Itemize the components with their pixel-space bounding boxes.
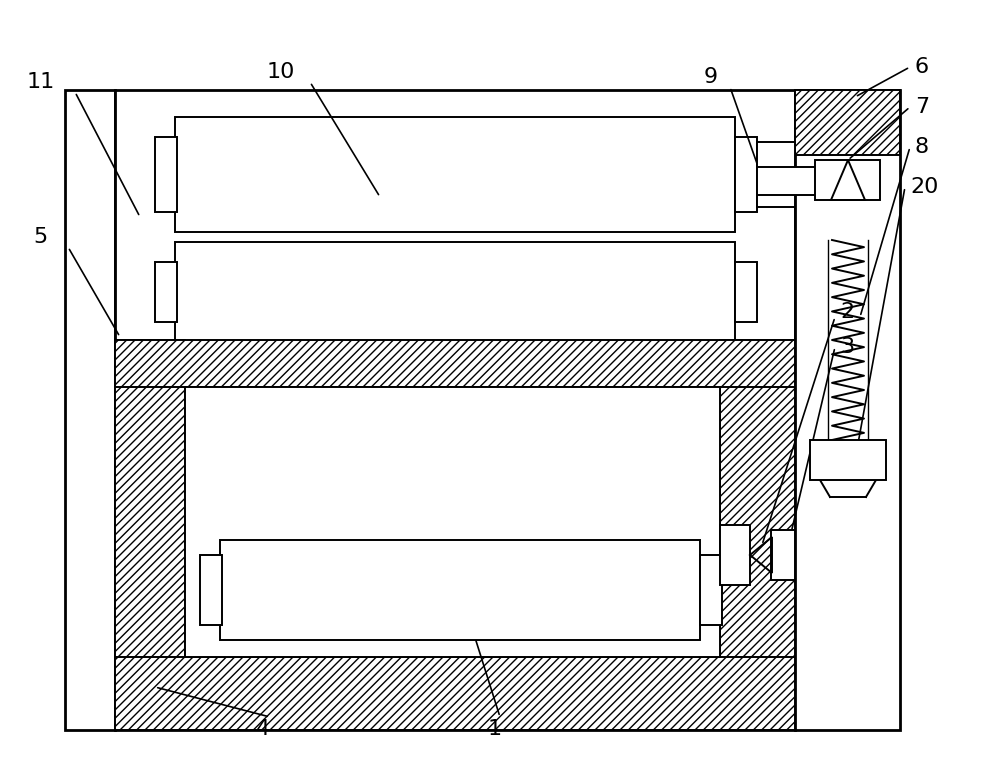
Text: 2: 2	[840, 302, 854, 322]
Bar	[155, 262, 177, 322]
Bar	[115, 340, 795, 387]
Text: 20: 20	[910, 177, 938, 197]
Bar	[175, 242, 735, 342]
Text: 6: 6	[915, 57, 929, 77]
Text: 11: 11	[27, 72, 55, 92]
Bar	[115, 340, 185, 730]
Text: 1: 1	[488, 719, 502, 739]
Bar	[115, 657, 795, 730]
Bar	[815, 160, 880, 200]
Text: 8: 8	[915, 137, 929, 157]
Text: 5: 5	[34, 227, 48, 247]
Bar	[115, 90, 795, 730]
Bar	[720, 340, 795, 730]
Bar	[757, 142, 795, 207]
Bar	[175, 117, 735, 232]
Bar	[65, 90, 115, 730]
Bar	[735, 262, 757, 322]
Bar	[795, 90, 900, 155]
Bar	[757, 167, 817, 195]
Text: 9: 9	[704, 67, 718, 87]
Bar	[220, 540, 700, 640]
Bar	[700, 555, 722, 625]
Text: 7: 7	[915, 97, 929, 117]
Bar	[720, 525, 750, 585]
Bar	[795, 90, 900, 730]
Bar	[200, 555, 222, 625]
Text: 4: 4	[256, 719, 270, 739]
Bar	[810, 440, 886, 480]
Bar	[155, 137, 177, 212]
Bar	[735, 137, 757, 212]
Bar	[771, 530, 795, 580]
Text: 3: 3	[840, 337, 854, 357]
Bar	[185, 387, 720, 657]
Text: 10: 10	[267, 62, 295, 82]
